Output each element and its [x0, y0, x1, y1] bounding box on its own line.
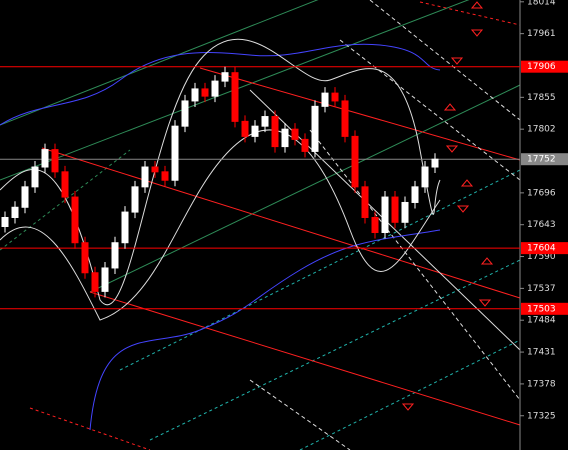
candle-body [331, 92, 339, 102]
pitchfork-line [249, 379, 351, 450]
channel-line [0, 0, 470, 181]
candle-body [61, 171, 69, 198]
candle-body [221, 72, 229, 82]
channel-line [119, 169, 521, 371]
channel-line [419, 1, 521, 26]
bollinger-band [0, 38, 441, 305]
candle-body [381, 196, 389, 234]
candle-body [11, 206, 19, 218]
candle-body [91, 272, 99, 292]
price-level-box [521, 153, 568, 166]
y-tick-label: 17325 [527, 411, 556, 421]
candle-body [201, 88, 209, 97]
moving-average [89, 229, 441, 431]
price-level-label: 17906 [527, 62, 556, 72]
candle-body [321, 92, 329, 107]
candle-body [291, 128, 299, 140]
channel-line [299, 339, 521, 450]
y-tick-label: 17855 [527, 93, 556, 103]
candle-body [281, 128, 289, 148]
candle-body [241, 120, 249, 137]
candle-body [341, 100, 349, 137]
channel-line [199, 67, 521, 161]
candle-body [81, 242, 89, 274]
y-tick-label: 17696 [527, 188, 556, 198]
candle-body [121, 211, 129, 244]
candle-body [351, 135, 359, 188]
candle-body [181, 100, 189, 127]
y-tick-label: 17643 [527, 220, 556, 230]
candle-body [431, 158, 439, 168]
y-tick-label: 17431 [527, 348, 556, 358]
price-level-box [521, 60, 568, 73]
pitchfork-line [309, 129, 521, 401]
candle-body [311, 105, 319, 152]
candle-body [1, 216, 9, 228]
candle-body [111, 242, 119, 269]
y-tick-label: 17537 [527, 284, 556, 294]
pitchfork-line [339, 39, 521, 181]
candle-body [301, 138, 309, 152]
decorations [0, 0, 521, 450]
y-tick-label: 18014 [527, 0, 556, 7]
candle-body [361, 186, 369, 218]
channel-line [89, 291, 521, 426]
candle-body [271, 116, 279, 148]
price-level-box [521, 302, 568, 315]
price-level-label: 17503 [527, 304, 556, 314]
candle-body [371, 216, 379, 234]
candle-body [131, 186, 139, 213]
arrow-markers [401, 1, 494, 411]
price-level-label: 17604 [527, 244, 556, 254]
price-level-box [521, 242, 568, 255]
candle-body [191, 88, 199, 102]
candle-body [251, 125, 259, 137]
candle-body [231, 72, 239, 122]
candle-body [421, 166, 429, 188]
candle-body [31, 166, 39, 188]
moving-average [0, 43, 441, 126]
bollinger-band [0, 129, 441, 321]
candle-body [401, 201, 409, 223]
candle-body [71, 196, 79, 244]
candle-body [21, 186, 29, 208]
candle-body [411, 186, 419, 203]
candle-body [161, 171, 169, 181]
candle-body [41, 149, 49, 168]
y-tick-label: 17590 [527, 252, 556, 262]
channel-line [0, 0, 319, 126]
candle-body [211, 80, 219, 97]
y-tick-label: 17378 [527, 379, 556, 389]
y-tick-label: 17961 [527, 29, 556, 39]
candle-body [171, 125, 179, 181]
candle-body [101, 267, 109, 292]
candle-body [51, 149, 59, 173]
y-tick-label: 17802 [527, 125, 556, 135]
candle-body [391, 196, 399, 223]
candle-body [261, 116, 269, 127]
candle-body [141, 166, 149, 188]
candle-body [151, 166, 159, 173]
y-tick-label: 17484 [527, 316, 556, 326]
price-level-label: 17752 [527, 155, 556, 165]
